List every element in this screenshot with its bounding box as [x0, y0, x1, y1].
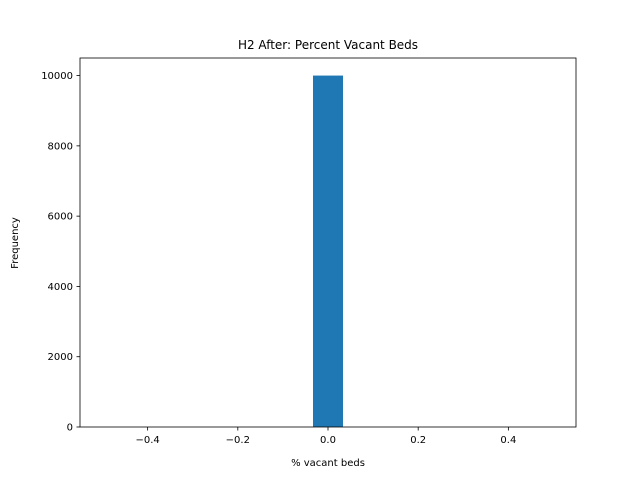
histogram-bar-0	[312, 75, 344, 428]
x-axis-label: % vacant beds	[291, 458, 365, 469]
y-tick-label: 8000	[48, 141, 73, 152]
x-tick-label: 0.0	[320, 435, 336, 446]
y-tick-label: 6000	[48, 212, 73, 223]
x-tick-label: −0.4	[135, 435, 159, 446]
y-tick-label: 2000	[48, 352, 73, 363]
x-axis-ticks: −0.4 −0.2 0.0 0.2 0.4	[135, 427, 516, 446]
y-tick-label: 4000	[48, 282, 73, 293]
x-tick-label: 0.4	[500, 435, 516, 446]
chart-title: H2 After: Percent Vacant Beds	[238, 38, 418, 52]
plot-area-frame	[79, 57, 577, 428]
x-tick-label: 0.2	[410, 435, 426, 446]
y-tick-label: 10000	[41, 71, 73, 82]
x-tick-label: −0.2	[226, 435, 250, 446]
bars-group	[312, 75, 344, 428]
y-axis-ticks: 0 2000 4000 6000 8000 10000	[41, 71, 80, 434]
y-tick-label: 0	[67, 423, 73, 434]
y-axis-label: Frequency	[10, 217, 21, 269]
